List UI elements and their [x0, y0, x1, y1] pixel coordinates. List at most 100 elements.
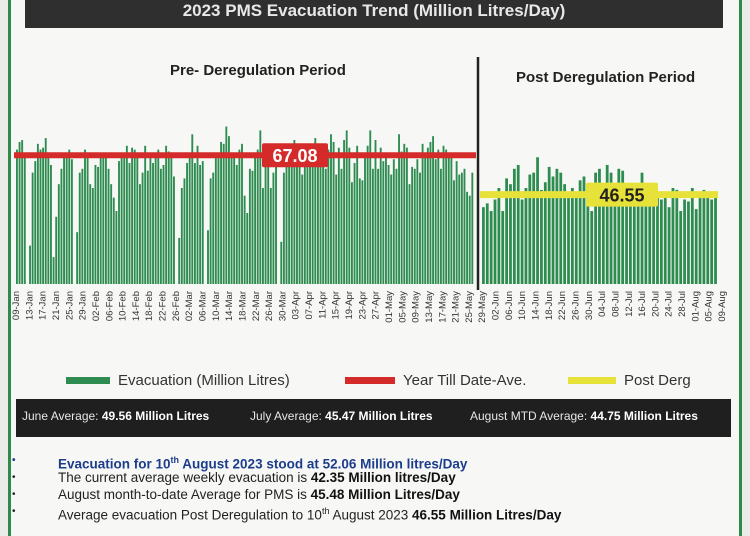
evacuation-bar	[167, 151, 170, 284]
evacuation-bar	[327, 149, 330, 284]
legend-evacuation-label: Evacuation (Million Litres)	[118, 372, 290, 389]
evacuation-bar	[285, 164, 288, 284]
x-tick-label: 18-Feb	[144, 291, 155, 321]
evacuation-bar	[120, 157, 123, 284]
evacuation-bar	[107, 168, 110, 284]
evacuation-bar	[442, 145, 445, 284]
x-tick-label: 29-Jan	[78, 291, 89, 320]
evacuation-bar	[613, 195, 617, 284]
evacuation-bar	[322, 166, 325, 284]
x-tick-label: 17-Jan	[38, 291, 49, 320]
evacuation-bar	[455, 161, 458, 284]
x-tick-label: 05-May	[397, 291, 408, 323]
evacuation-bar	[405, 147, 408, 284]
evacuation-bar	[246, 212, 249, 284]
evacuation-bar	[220, 141, 223, 284]
note-item: • Evacuation for 10th August 2023 stood …	[10, 452, 730, 472]
x-tick-label: 05-Aug	[704, 291, 715, 322]
evacuation-bar	[159, 168, 162, 284]
evacuation-bar	[625, 191, 628, 284]
evacuation-bar	[493, 199, 497, 284]
x-tick-label: 03-Apr	[291, 291, 302, 320]
evacuation-bar	[345, 130, 348, 284]
evacuation-bar	[296, 164, 298, 284]
evacuation-bar	[301, 174, 304, 284]
evacuation-bar	[162, 164, 165, 284]
evacuation-bar	[238, 149, 241, 284]
evacuation-bar	[340, 168, 343, 284]
evacuation-bar	[99, 157, 102, 284]
evacuation-bar	[44, 138, 47, 284]
evacuation-bar	[311, 153, 314, 284]
evacuation-bar	[267, 164, 270, 284]
x-tick-label: 15-Apr	[331, 291, 342, 320]
pre-deregulation-label: Pre- Deregulation Period	[170, 62, 346, 79]
evacuation-bar	[136, 155, 139, 284]
evacuation-bar	[559, 172, 563, 284]
evacuation-bar	[656, 197, 659, 284]
evacuation-bar	[324, 168, 327, 284]
evacuation-bar	[84, 149, 86, 284]
evacuation-bar	[139, 184, 141, 284]
evacuation-bar	[567, 197, 570, 284]
legend-evacuation-swatch	[66, 377, 110, 384]
evacuation-bar	[644, 184, 648, 284]
evacuation-bar	[413, 168, 416, 284]
evacuation-bar	[706, 191, 710, 284]
evacuation-bar	[366, 145, 369, 284]
evacuation-bar	[390, 174, 393, 284]
evacuation-bar	[241, 143, 243, 284]
bullet-icon: •	[12, 506, 16, 517]
evacuation-bar	[343, 140, 346, 284]
evacuation-bar	[364, 157, 366, 284]
x-tick-label: 27-Apr	[371, 291, 382, 320]
evacuation-bar	[63, 153, 65, 284]
evacuation-bar	[178, 237, 181, 284]
x-tick-label: 04-Jul	[597, 291, 608, 317]
evacuation-bar	[356, 145, 359, 284]
evacuation-bar	[570, 188, 574, 284]
x-tick-label: 24-Jul	[664, 291, 675, 317]
x-tick-label: 07-Apr	[304, 291, 315, 320]
x-tick-label: 17-May	[437, 291, 448, 323]
x-tick-label: 28-Jul	[677, 291, 688, 317]
evacuation-bar	[34, 161, 37, 284]
evacuation-bar	[144, 145, 147, 284]
post-average-label-box	[586, 182, 658, 207]
evacuation-bar	[68, 149, 71, 284]
evacuation-bar	[594, 172, 597, 284]
evacuation-bar	[248, 168, 251, 284]
legend: Evacuation (Million Litres) Year Till Da…	[0, 372, 750, 396]
evacuation-bar	[543, 182, 547, 284]
x-tick-label: 02-Feb	[91, 291, 102, 321]
x-tick-label: 13-May	[424, 291, 435, 323]
evacuation-bar	[186, 163, 188, 284]
tick-labels-group: 09-Jan 13-Jan 17-Jan 21-Jan 25-Jan 29-Jan 02-F…	[11, 291, 728, 323]
evacuation-bar	[97, 166, 100, 284]
evacuation-bar	[648, 193, 652, 284]
x-tick-label: 25-May	[464, 291, 475, 323]
evacuation-bar	[16, 149, 18, 284]
evacuation-bar	[687, 201, 690, 284]
x-tick-label: 19-Apr	[344, 291, 355, 320]
evacuation-bar	[586, 191, 590, 284]
evacuation-bar	[222, 143, 225, 284]
notes-list: • Evacuation for 10th August 2023 stood …	[10, 452, 730, 523]
evacuation-bar	[23, 157, 26, 284]
evacuation-bar	[516, 164, 520, 284]
average-lines-group: 67.08 46.55	[14, 57, 718, 290]
x-tick-label: 23-Apr	[357, 291, 368, 320]
evacuation-bar	[421, 143, 424, 284]
evacuation-bar	[125, 145, 128, 284]
evacuation-bar	[520, 199, 524, 284]
july-average: July Average: 45.47 Million Litres	[250, 409, 433, 423]
evacuation-bar	[361, 180, 364, 284]
legend-ytd-label: Year Till Date-Ave.	[403, 372, 527, 389]
legend-post: Post Derg	[568, 372, 691, 389]
evacuation-bar	[471, 172, 474, 284]
evacuation-bar	[505, 178, 508, 284]
evacuation-bar	[133, 149, 136, 284]
note-item: • Average evacuation Post Deregulation t…	[10, 503, 730, 523]
evacuation-bar	[94, 164, 97, 284]
evacuation-bar	[369, 130, 372, 284]
